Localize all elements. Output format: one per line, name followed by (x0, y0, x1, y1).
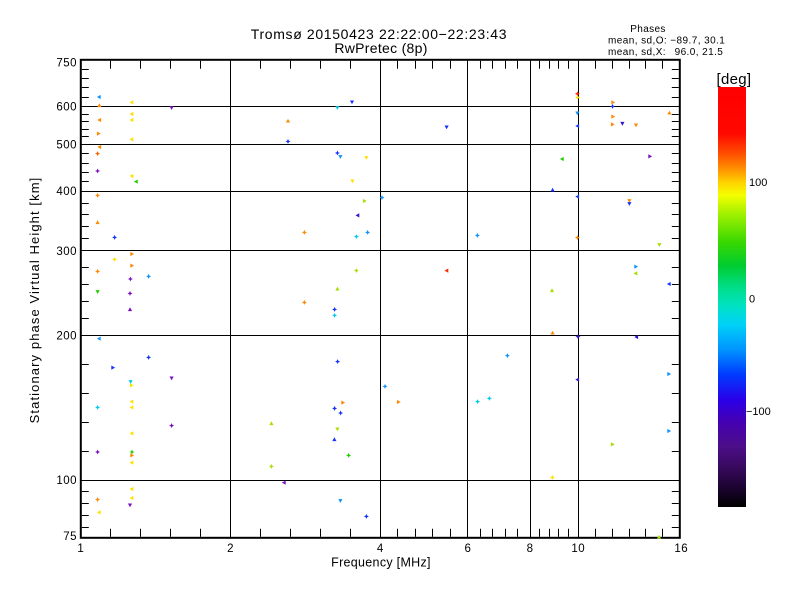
svg-text:750: 750 (56, 58, 77, 70)
svg-text:75: 75 (63, 531, 77, 543)
svg-text:1: 1 (77, 543, 84, 555)
svg-text:mean, sd,X: 96.0, 21.5: mean, sd,X: 96.0, 21.5 (608, 47, 723, 58)
svg-text:8: 8 (527, 543, 534, 555)
svg-text:400: 400 (56, 186, 77, 198)
svg-text:100: 100 (56, 475, 77, 487)
svg-text:[deg]: [deg] (717, 71, 752, 88)
svg-text:100: 100 (749, 177, 767, 189)
svg-text:6: 6 (464, 543, 471, 555)
svg-text:2: 2 (227, 543, 234, 555)
svg-text:−100: −100 (746, 406, 771, 418)
svg-text:Frequency [MHz]: Frequency [MHz] (331, 556, 431, 570)
svg-text:200: 200 (56, 331, 77, 343)
svg-text:0: 0 (749, 294, 755, 306)
svg-text:16: 16 (674, 543, 688, 555)
svg-text:Stationary phase Virtual Heigh: Stationary phase Virtual Height [km] (27, 177, 42, 424)
svg-text:mean, sd,O: −89.7, 30.1: mean, sd,O: −89.7, 30.1 (608, 36, 725, 47)
svg-text:500: 500 (56, 139, 77, 151)
svg-text:300: 300 (56, 246, 77, 258)
svg-text:600: 600 (56, 101, 77, 113)
svg-text:10: 10 (571, 543, 585, 555)
svg-text:Tromsø 20150423 22:22:00−22:23: Tromsø 20150423 22:22:00−22:23:43 (251, 26, 507, 42)
svg-text:Phases: Phases (630, 24, 665, 35)
svg-text:4: 4 (377, 543, 384, 555)
svg-text:RwPretec (8p): RwPretec (8p) (334, 40, 427, 56)
